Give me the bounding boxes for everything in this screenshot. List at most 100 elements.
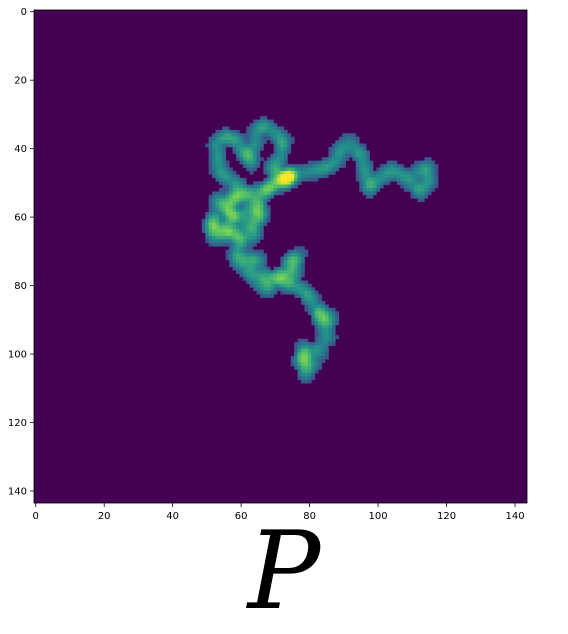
heatmap-cell	[427, 191, 432, 196]
heatmap-cell	[283, 253, 288, 257]
heatmap-cell	[359, 150, 364, 155]
heatmap-cell	[369, 164, 374, 168]
heatmap-cell	[259, 287, 264, 292]
heatmap-cell	[307, 177, 312, 182]
heatmap-cell	[212, 164, 216, 168]
heatmap-cell	[294, 287, 298, 292]
heatmap-cell	[348, 146, 353, 151]
heatmap-cell	[290, 167, 295, 172]
heatmap-cell	[321, 338, 326, 343]
heatmap-cell	[256, 143, 261, 148]
heatmap-cell	[239, 225, 244, 230]
heatmap-cell	[249, 263, 254, 268]
heatmap-cell	[424, 194, 429, 199]
heatmap-cell	[256, 273, 261, 278]
heatmap-cell	[253, 266, 257, 271]
heatmap-cell	[301, 177, 305, 182]
heatmap-cell	[362, 146, 367, 151]
heatmap-cell	[314, 324, 319, 329]
heatmap-cell	[301, 359, 305, 363]
heatmap-cell	[290, 355, 295, 360]
heatmap-cell	[301, 174, 305, 179]
heatmap-cell	[246, 194, 251, 199]
heatmap-cell	[259, 136, 264, 141]
heatmap-cell	[263, 126, 268, 131]
heatmap-cell	[352, 153, 357, 158]
heatmap-cell	[256, 211, 261, 216]
heatmap-cell	[270, 170, 274, 175]
heatmap-cell	[256, 153, 261, 158]
heatmap-cell	[407, 167, 411, 172]
heatmap-cell	[246, 239, 251, 244]
heatmap-cell	[273, 280, 278, 285]
heatmap-cell	[246, 188, 251, 192]
heatmap-cell	[270, 283, 274, 288]
heatmap-cell	[277, 150, 281, 155]
heatmap-cell	[362, 160, 367, 165]
heatmap-cell	[242, 184, 247, 189]
heatmap-cell	[212, 218, 216, 223]
heatmap-cell	[379, 167, 384, 172]
heatmap-cell	[307, 311, 312, 316]
heatmap-cell	[239, 205, 244, 209]
heatmap-cell	[215, 150, 220, 155]
heatmap-cell	[283, 133, 288, 138]
heatmap-cell	[294, 359, 298, 363]
heatmap-cell	[212, 235, 216, 240]
heatmap-cell	[294, 277, 298, 281]
heatmap-cell	[280, 170, 285, 175]
heatmap-cell	[256, 146, 261, 151]
heatmap-cell	[249, 170, 254, 175]
heatmap-cell	[359, 157, 364, 161]
heatmap-cell	[328, 321, 333, 326]
heatmap-cell	[366, 194, 370, 199]
heatmap-cell	[266, 215, 271, 220]
heatmap-cell	[273, 273, 278, 278]
heatmap-cell	[331, 170, 336, 175]
heatmap-cell	[259, 129, 264, 134]
heatmap-cell	[208, 225, 213, 230]
heatmap-cell	[307, 352, 312, 357]
heatmap-cell	[222, 225, 227, 230]
heatmap-cell	[420, 181, 425, 185]
heatmap-cell	[208, 194, 213, 199]
heatmap-cell	[297, 259, 302, 264]
heatmap-cell	[246, 263, 251, 268]
heatmap-cell	[359, 170, 364, 175]
heatmap-cell	[235, 129, 240, 134]
heatmap-cell	[208, 167, 213, 172]
heatmap-cell	[263, 218, 268, 223]
heatmap-cell	[218, 188, 223, 192]
heatmap-cell	[403, 184, 408, 189]
heatmap-cell	[212, 136, 216, 141]
heatmap-cell	[331, 324, 336, 329]
heatmap-cell	[311, 290, 316, 295]
heatmap-cell	[301, 253, 305, 257]
heatmap-cell	[259, 232, 264, 237]
heatmap-cell	[249, 246, 254, 250]
heatmap-cell	[249, 133, 254, 138]
heatmap-cell	[277, 184, 281, 189]
heatmap-cell	[222, 205, 227, 209]
heatmap-cell	[229, 225, 233, 230]
heatmap-cell	[205, 225, 209, 230]
heatmap-cell	[386, 177, 391, 182]
heatmap-cell	[321, 355, 326, 360]
heatmap-cell	[246, 208, 251, 213]
heatmap-cell	[270, 136, 274, 141]
heatmap-cell	[338, 153, 343, 158]
heatmap-cell	[301, 283, 305, 288]
heatmap-cell	[294, 184, 298, 189]
heatmap-cell	[229, 208, 233, 213]
heatmap-cell	[318, 359, 322, 363]
heatmap-cell	[239, 235, 244, 240]
heatmap-cell	[318, 352, 322, 357]
heatmap-cell	[427, 184, 432, 189]
heatmap-cell	[314, 321, 319, 326]
heatmap-cell	[222, 191, 227, 196]
heatmap-cell	[362, 177, 367, 182]
heatmap-cell	[345, 153, 350, 158]
heatmap-cell	[246, 256, 251, 261]
heatmap-cell	[311, 294, 316, 298]
heatmap-cell	[253, 287, 257, 292]
